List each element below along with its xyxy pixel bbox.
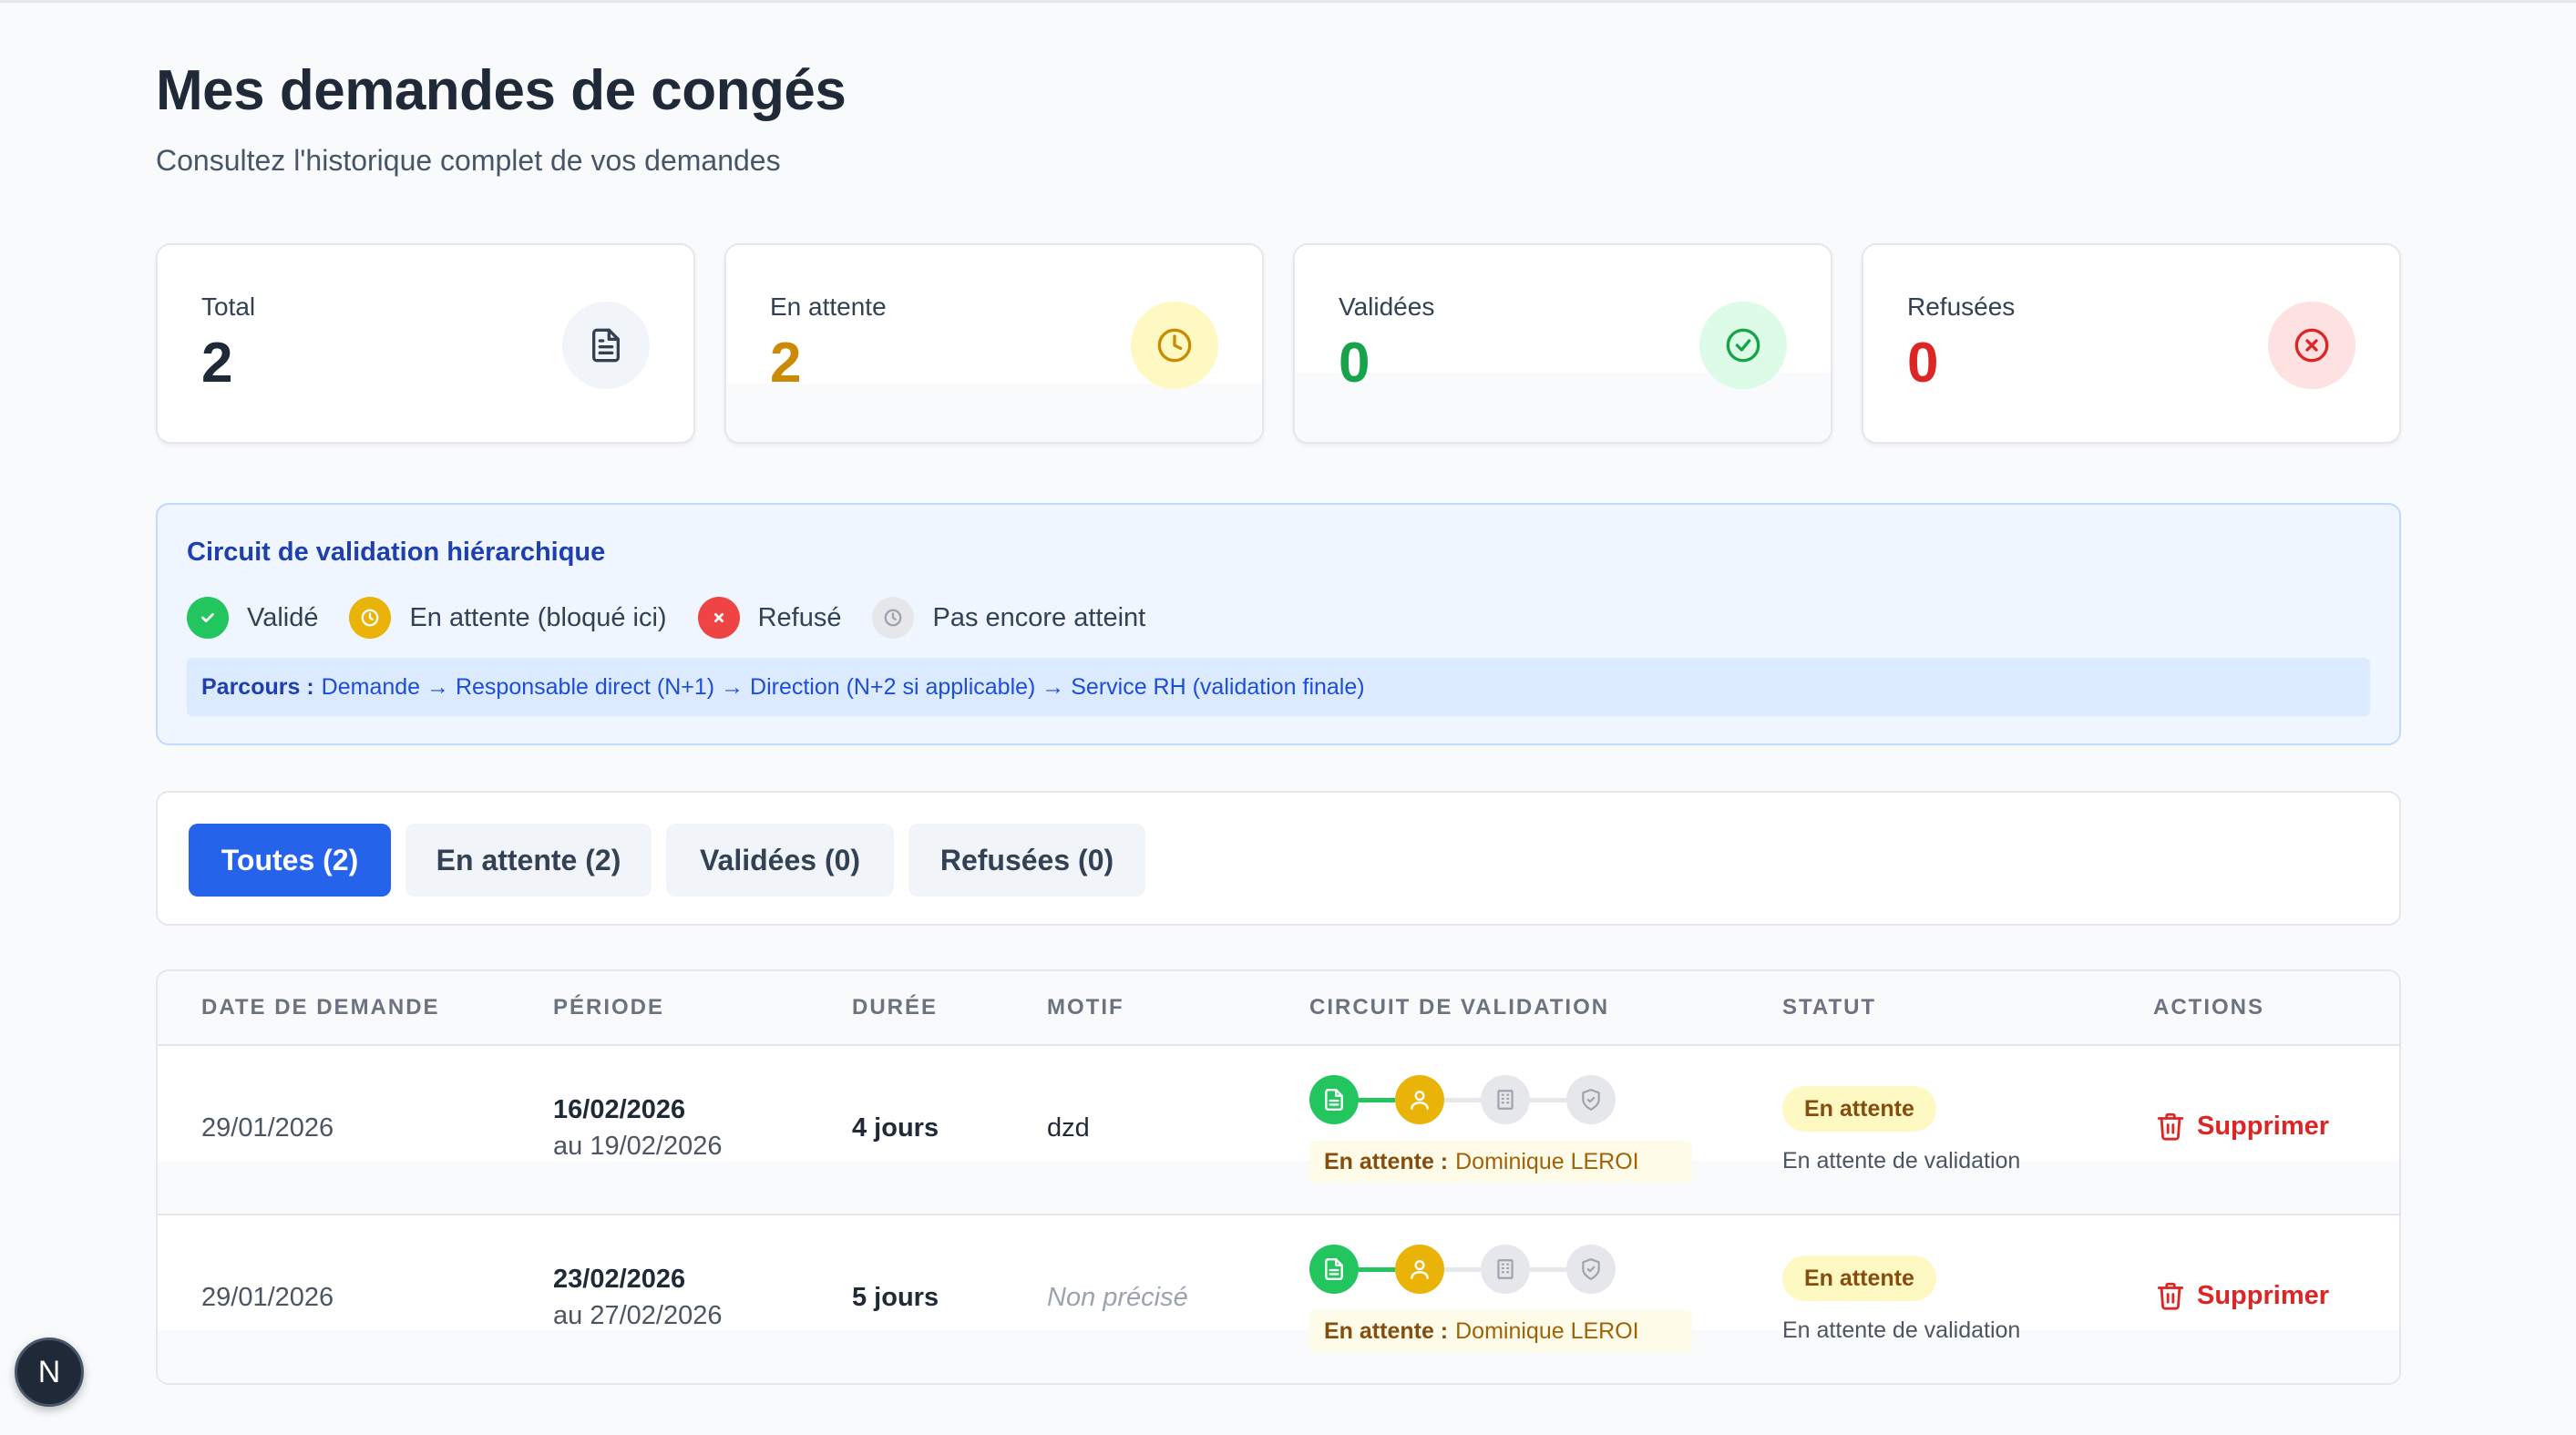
shield-icon <box>1566 1075 1616 1124</box>
stats-row: Total 2 En attente 2 Validées 0 Refusées… <box>156 243 2401 444</box>
stat-label: Total <box>201 292 256 321</box>
header-date: DATE DE DEMANDE <box>201 995 440 1020</box>
user-icon <box>1395 1245 1444 1294</box>
legend-label: Pas encore atteint <box>932 602 1146 632</box>
period-end: au 27/02/2026 <box>553 1301 723 1330</box>
request-date: 29/01/2026 <box>201 1283 334 1312</box>
path-text: Demande → Responsable direct (N+1) → Dir… <box>321 673 1365 700</box>
legend-label: En attente (bloqué ici) <box>409 602 667 632</box>
duration: 4 jours <box>852 1113 939 1143</box>
page-subtitle: Consultez l'historique complet de vos de… <box>156 144 781 177</box>
motif: dzd <box>1047 1113 1090 1143</box>
stat-value: 2 <box>770 332 802 395</box>
legend-label: Refusé <box>757 602 842 632</box>
header-status: STATUT <box>1782 995 1877 1020</box>
trash-icon <box>2157 1282 2184 1310</box>
status-description: En attente de validation <box>1782 1317 2021 1343</box>
table-row: 29/01/2026 16/02/2026 au 19/02/2026 4 jo… <box>158 1046 2399 1215</box>
clock-icon <box>349 597 392 639</box>
circuit-connector <box>1444 1267 1481 1272</box>
header-actions: ACTIONS <box>2153 995 2264 1020</box>
stat-label: Validées <box>1339 292 1435 321</box>
circuit-connector <box>1359 1098 1395 1102</box>
circuit-connector <box>1530 1267 1566 1272</box>
user-icon <box>1395 1075 1444 1124</box>
clock-icon <box>872 597 915 639</box>
page-title: Mes demandes de congés <box>156 59 847 122</box>
requests-table: DATE DE DEMANDE PÉRIODE DURÉE MOTIF CIRC… <box>156 969 2401 1385</box>
stat-label: En attente <box>770 292 887 321</box>
stat-value: 0 <box>1907 332 1939 395</box>
header-motif: MOTIF <box>1047 995 1124 1020</box>
circuit-pending-note: En attente : Dominique LEROI <box>1309 1310 1692 1352</box>
header-period: PÉRIODE <box>553 995 665 1020</box>
filter-refused-button[interactable]: Refusées (0) <box>908 824 1145 897</box>
top-border <box>0 0 2576 3</box>
circuit-note-person: Dominique LEROI <box>1455 1317 1639 1344</box>
legend-items: Validé En attente (bloqué ici) Refusé Pa… <box>187 596 1176 640</box>
period-start: 23/02/2026 <box>553 1265 686 1294</box>
x-icon <box>697 597 740 639</box>
request-date: 29/01/2026 <box>201 1113 334 1143</box>
legend-item-validated: Validé <box>187 597 318 639</box>
duration: 5 jours <box>852 1283 939 1312</box>
filter-pending-button[interactable]: En attente (2) <box>405 824 652 897</box>
stat-card-total: Total 2 <box>156 243 695 444</box>
stat-card-pending: En attente 2 <box>724 243 1264 444</box>
legend-item-refused: Refusé <box>697 597 842 639</box>
validation-circuit <box>1309 1075 1637 1124</box>
circuit-connector <box>1444 1098 1481 1102</box>
period-start: 16/02/2026 <box>553 1095 686 1124</box>
shield-icon <box>1566 1245 1616 1294</box>
building-icon <box>1481 1245 1530 1294</box>
clock-icon <box>1131 302 1218 389</box>
validation-path: Parcours : Demande → Responsable direct … <box>187 658 2370 716</box>
delete-label: Supprimer <box>2197 1111 2330 1141</box>
path-label: Parcours : <box>201 673 314 700</box>
check-circle-icon <box>1699 302 1787 389</box>
header-duration: DURÉE <box>852 995 939 1020</box>
status-description: En attente de validation <box>1782 1148 2021 1174</box>
dev-tools-badge[interactable]: N <box>15 1338 84 1407</box>
stat-card-refused: Refusées 0 <box>1862 243 2401 444</box>
circuit-note-label: En attente : <box>1324 1317 1449 1344</box>
header-circuit: CIRCUIT DE VALIDATION <box>1309 995 1610 1020</box>
circuit-connector <box>1530 1098 1566 1102</box>
legend-title: Circuit de validation hiérarchique <box>187 538 606 567</box>
check-icon <box>187 597 229 639</box>
circuit-note-person: Dominique LEROI <box>1455 1148 1639 1174</box>
legend-item-pending: En attente (bloqué ici) <box>349 597 667 639</box>
table-header: DATE DE DEMANDE PÉRIODE DURÉE MOTIF CIRC… <box>158 971 2399 1046</box>
filter-all-button[interactable]: Toutes (2) <box>189 824 391 897</box>
filter-validated-button[interactable]: Validées (0) <box>666 824 894 897</box>
trash-icon <box>2157 1112 2184 1141</box>
stat-card-validated: Validées 0 <box>1293 243 1832 444</box>
period-end: au 19/02/2026 <box>553 1132 723 1161</box>
table-row: 29/01/2026 23/02/2026 au 27/02/2026 5 jo… <box>158 1215 2399 1383</box>
delete-button[interactable]: Supprimer <box>2155 1106 2329 1146</box>
delete-label: Supprimer <box>2197 1280 2330 1310</box>
delete-button[interactable]: Supprimer <box>2155 1276 2329 1316</box>
status-badge: En attente <box>1782 1256 1936 1301</box>
validation-circuit <box>1309 1245 1637 1294</box>
circuit-connector <box>1359 1267 1395 1272</box>
motif: Non précisé <box>1047 1283 1188 1312</box>
legend-item-not-reached: Pas encore atteint <box>872 597 1145 639</box>
circuit-note-label: En attente : <box>1324 1148 1449 1174</box>
document-icon <box>1309 1245 1359 1294</box>
status-badge: En attente <box>1782 1086 1936 1132</box>
document-icon <box>1309 1075 1359 1124</box>
building-icon <box>1481 1075 1530 1124</box>
filter-bar: Toutes (2) En attente (2) Validées (0) R… <box>156 791 2401 926</box>
stat-label: Refusées <box>1907 292 2016 321</box>
stat-value: 2 <box>201 332 233 395</box>
circuit-pending-note: En attente : Dominique LEROI <box>1309 1141 1692 1183</box>
validation-legend: Circuit de validation hiérarchique Valid… <box>156 503 2401 745</box>
legend-label: Validé <box>247 602 319 632</box>
document-icon <box>562 302 650 389</box>
x-circle-icon <box>2268 302 2355 389</box>
stat-value: 0 <box>1339 332 1370 395</box>
